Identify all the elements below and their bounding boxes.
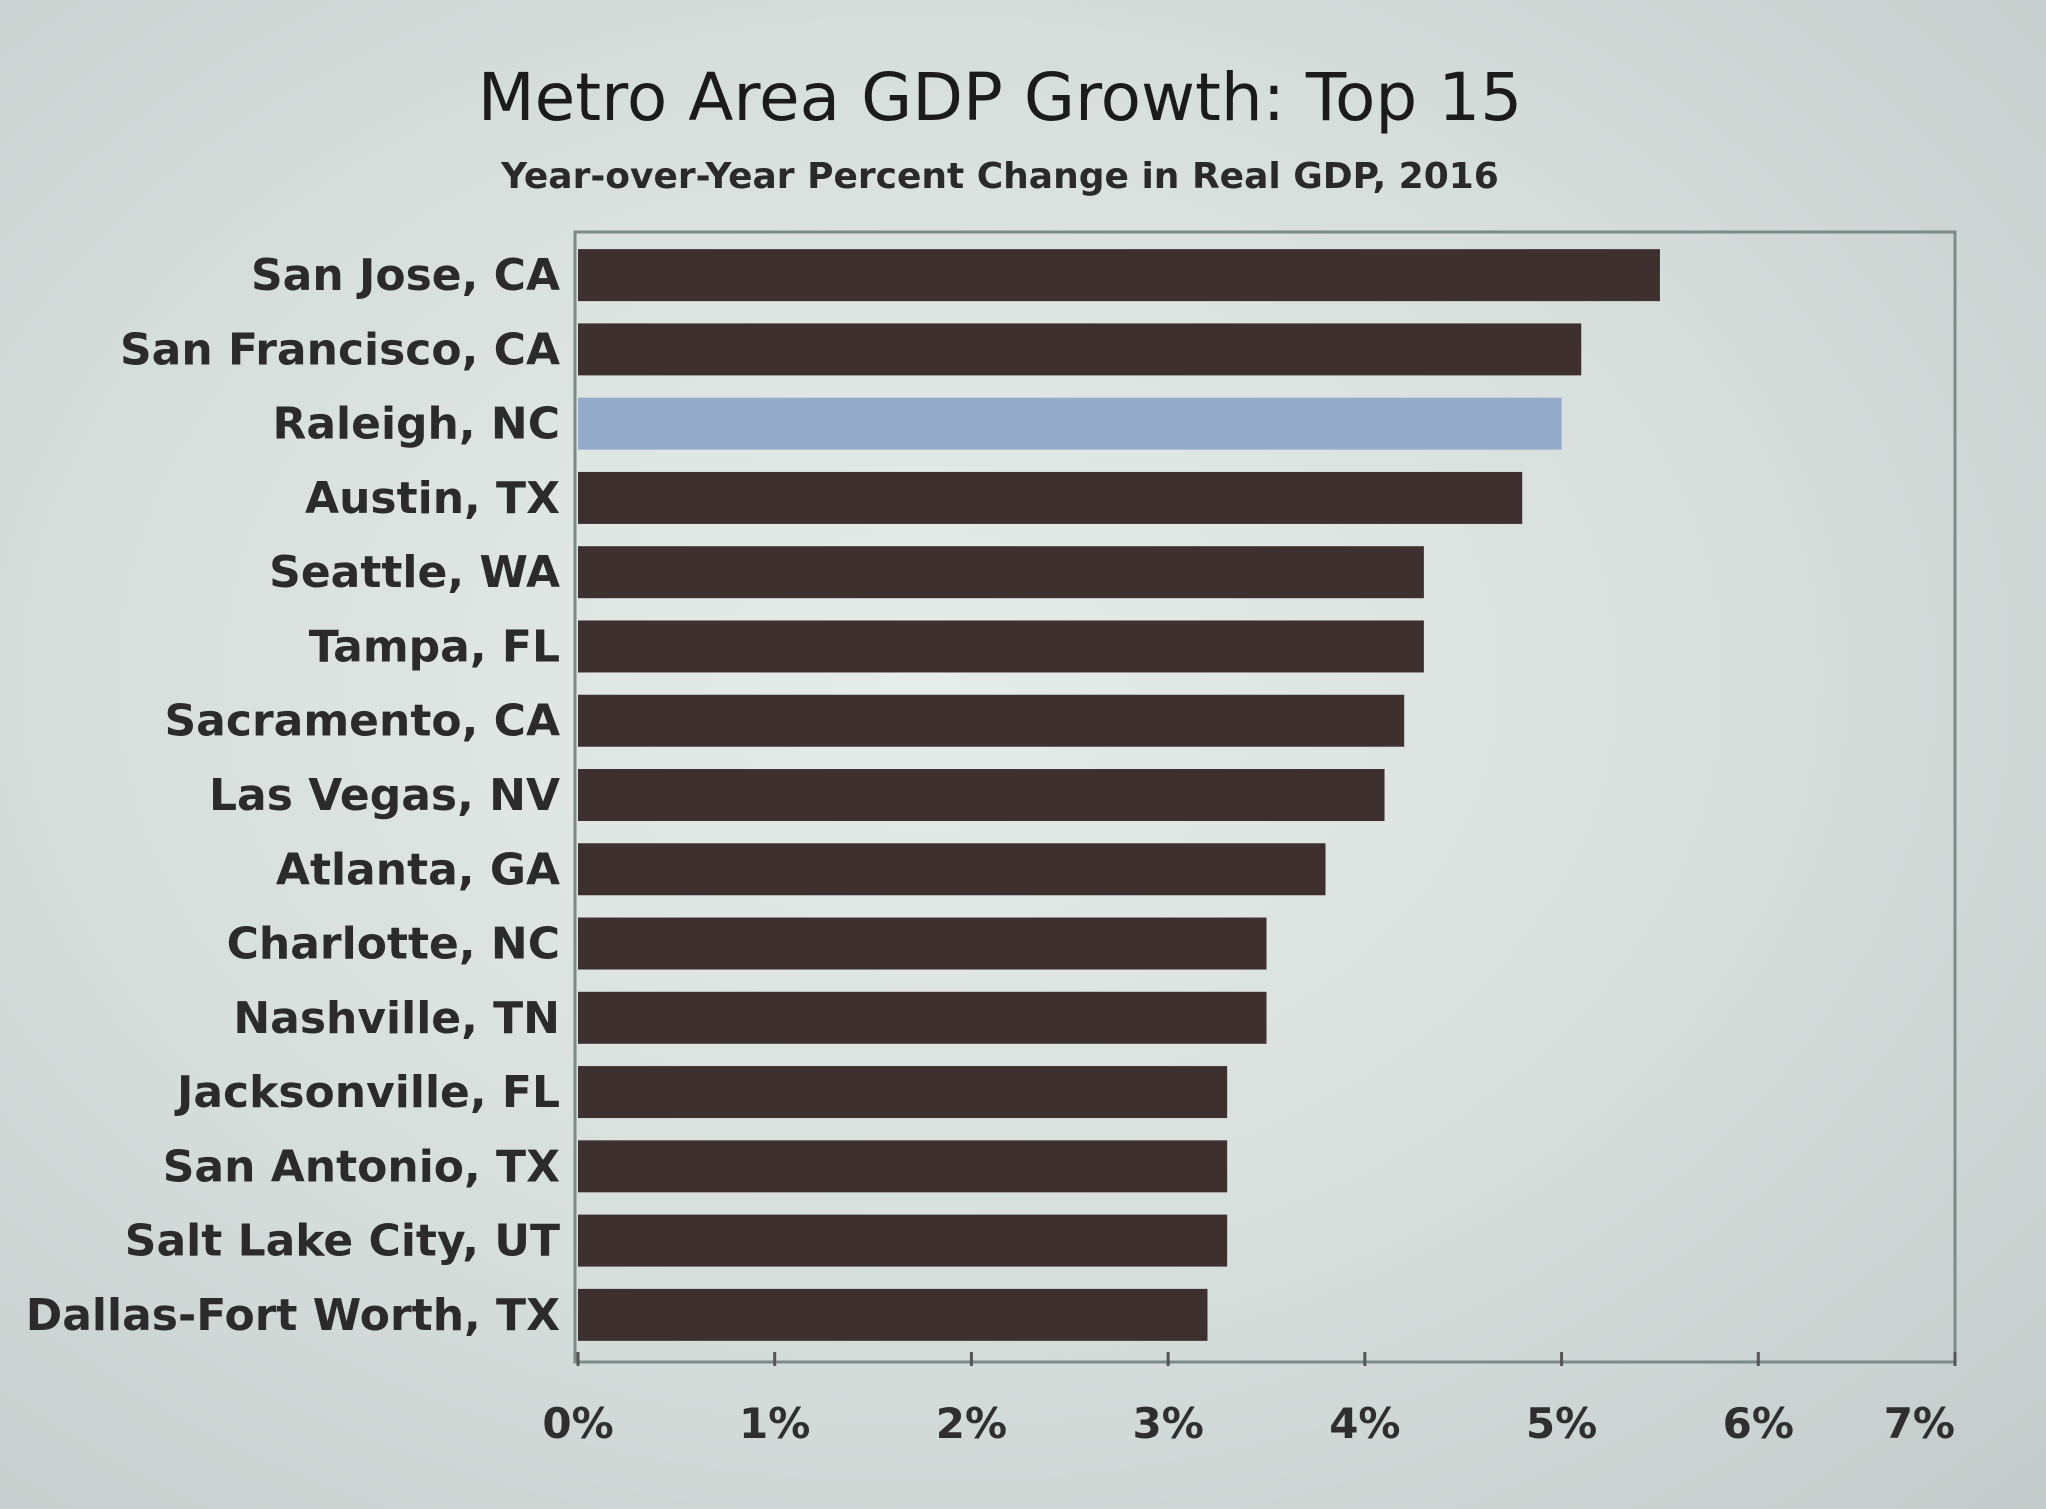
category-label: Raleigh, NC [272, 399, 560, 450]
category-label: Dallas-Fort Worth, TX [26, 1290, 560, 1341]
category-label: Atlanta, GA [276, 844, 560, 895]
x-tick-label: 0% [542, 1399, 613, 1448]
bar-nashville-tn [578, 991, 1267, 1044]
bar-seattle-wa [578, 546, 1424, 599]
bar-san-jose-ca [578, 249, 1660, 302]
x-tick-label: 1% [739, 1399, 810, 1448]
category-label: San Jose, CA [251, 250, 560, 301]
bar-austin-tx [578, 471, 1523, 524]
x-tick-label: 7% [1884, 1399, 1955, 1448]
category-label: Jacksonville, FL [174, 1067, 560, 1118]
category-label: San Antonio, TX [163, 1141, 560, 1192]
bar-salt-lake-city-ut [578, 1214, 1228, 1267]
bar-charlotte-nc [578, 917, 1267, 970]
category-label: Nashville, TN [233, 993, 560, 1044]
category-label: Las Vegas, NV [209, 770, 560, 821]
bar-dallas-fort-worth-tx [578, 1288, 1208, 1341]
x-tick-label: 5% [1526, 1399, 1597, 1448]
x-tick-label: 2% [936, 1399, 1007, 1448]
category-label: Charlotte, NC [227, 919, 560, 970]
bar-atlanta-ga [578, 843, 1326, 896]
category-labels: San Jose, CA San Francisco, CA Raleigh, NC… [26, 250, 560, 1341]
bar-san-francisco-ca [578, 323, 1582, 376]
plot-frame [573, 230, 1957, 1364]
category-label: San Francisco, CA [120, 324, 560, 375]
bar-las-vegas-nv [578, 769, 1385, 821]
category-label: Seattle, WA [269, 547, 560, 598]
category-label: Sacramento, CA [164, 696, 560, 747]
category-label: Austin, TX [305, 473, 560, 524]
x-axis-ticks: 0% 1% 2% 3% 4% 5% 6% 7% [542, 1352, 1957, 1448]
x-tick-label: 3% [1132, 1399, 1203, 1448]
bar-tampa-fl [578, 620, 1424, 673]
bar-sacramento-ca [578, 694, 1405, 747]
bars-layer [578, 249, 1660, 1341]
category-label: Salt Lake City, UT [125, 1216, 560, 1267]
x-tick-label: 6% [1723, 1399, 1794, 1448]
bar-jacksonville-fl [578, 1066, 1228, 1119]
bar-san-antonio-tx [578, 1140, 1228, 1193]
x-tick-label: 4% [1329, 1399, 1400, 1448]
chart-title: Metro Area GDP Growth: Top 15 [478, 59, 1523, 136]
category-label: Tampa, FL [309, 621, 560, 672]
chart-subtitle: Year-over-Year Percent Change in Real GD… [500, 156, 1499, 197]
bar-raleigh-nc [578, 397, 1562, 450]
